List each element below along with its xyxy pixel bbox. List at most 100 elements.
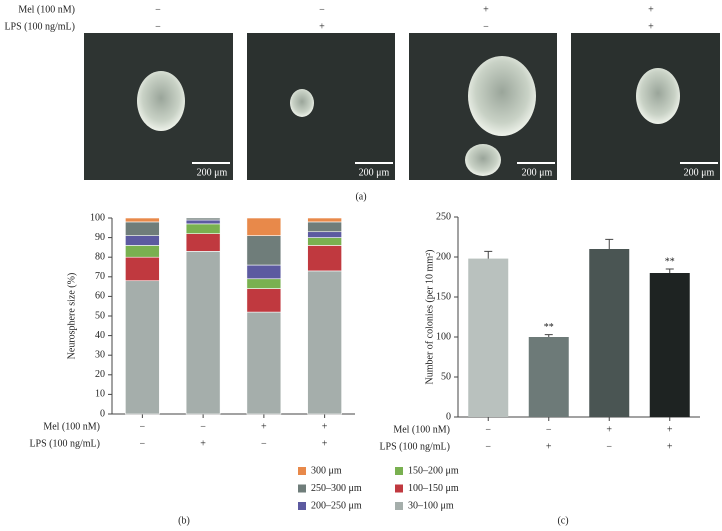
bar-segment	[307, 270, 342, 415]
y-tick-label: 0	[100, 408, 105, 419]
bar-segment	[185, 217, 221, 221]
bar-segment	[307, 221, 342, 233]
y-tick-label: 100	[90, 212, 105, 223]
scale-label: 200 μm	[522, 167, 553, 178]
x-row-value: +	[667, 441, 673, 452]
bar-segment	[185, 219, 221, 225]
legend-label: 200–250 μm	[311, 500, 362, 511]
bar-segment	[125, 280, 160, 415]
y-tick-label: 100	[436, 331, 451, 342]
scale-label: 200 μm	[197, 167, 228, 178]
y-tick-label: 150	[436, 291, 451, 302]
y-tick-label: 200	[436, 251, 451, 262]
legend-swatch	[298, 502, 306, 510]
legend-swatch	[395, 467, 403, 475]
bar-segment	[246, 264, 282, 280]
x-row-value: +	[322, 438, 328, 449]
y-tick-label: 70	[95, 271, 105, 282]
significance: **	[665, 256, 675, 267]
bar-segment	[185, 251, 221, 415]
bar	[528, 337, 569, 417]
treatment-value: +	[648, 4, 654, 15]
x-row-value: +	[667, 424, 673, 435]
bar-segment	[307, 237, 342, 246]
y-axis-label: Neurosphere size (%)	[66, 273, 77, 360]
legend-swatch	[298, 467, 306, 475]
bar-segment	[125, 221, 160, 236]
x-row-value: +	[606, 424, 612, 435]
y-tick-label: 90	[95, 232, 105, 243]
bar	[649, 273, 690, 417]
scale-label: 200 μm	[359, 167, 390, 178]
treatment-label: LPS (100 ng/mL)	[4, 21, 75, 32]
scale-label: 200 μm	[684, 167, 715, 178]
bar-segment	[246, 235, 282, 266]
x-row-label: LPS (100 ng/mL)	[379, 441, 450, 452]
legend-label: 30–100 μm	[408, 500, 454, 511]
y-tick-label: 30	[95, 349, 105, 360]
x-row-value: +	[322, 421, 328, 432]
legend-swatch	[298, 484, 306, 493]
x-row-value: −	[140, 438, 146, 449]
bar-segment	[185, 233, 221, 252]
y-axis-label: Number of colonies (per 10 mm²)	[424, 250, 435, 385]
x-row-label: Mel (100 nM)	[43, 421, 100, 432]
legend-label: 250–300 μm	[311, 483, 362, 494]
x-row-value: −	[485, 424, 491, 435]
treatment-value: +	[483, 4, 489, 15]
treatment-label: Mel (100 nM)	[18, 4, 75, 15]
bar-segment	[185, 223, 221, 234]
error-bar	[484, 250, 493, 259]
bar-segment	[246, 288, 282, 313]
y-tick-label: 0	[446, 411, 451, 422]
y-tick-label: 50	[95, 310, 105, 321]
treatment-value: −	[155, 21, 161, 32]
caption: (b)	[178, 515, 190, 526]
bar-segment	[125, 235, 160, 246]
error-bar	[605, 238, 614, 249]
neurosphere	[468, 56, 536, 136]
y-tick-label: 40	[95, 330, 105, 341]
y-tick-label: 10	[95, 389, 105, 400]
treatment-value: −	[483, 21, 489, 32]
x-row-value: −	[546, 424, 552, 435]
neurosphere	[636, 68, 680, 124]
y-tick-label: 50	[441, 371, 451, 382]
bar-segment	[246, 311, 282, 415]
bar	[589, 249, 630, 417]
x-row-value: −	[261, 438, 267, 449]
y-tick-label: 80	[95, 251, 105, 262]
bar-segment	[246, 278, 282, 289]
treatment-value: −	[155, 4, 161, 15]
caption: (a)	[355, 191, 366, 202]
x-row-value: −	[485, 441, 491, 452]
bar-segment	[307, 217, 342, 223]
bar-segment	[307, 231, 342, 238]
neurosphere	[290, 89, 314, 117]
bar-segment	[307, 245, 342, 272]
x-row-label: LPS (100 ng/mL)	[29, 438, 100, 449]
legend-swatch	[395, 502, 403, 510]
bar-segment	[125, 256, 160, 282]
error-bar	[665, 268, 674, 273]
legend-label: 150–200 μm	[408, 465, 459, 476]
x-row-label: Mel (100 nM)	[393, 424, 450, 435]
legend-label: 300 μm	[311, 465, 342, 476]
significance: **	[544, 322, 554, 333]
y-tick-label: 20	[95, 369, 105, 380]
panel-a: 200 μm 200 μm 200 μm 200 μm (a)	[84, 33, 720, 202]
treatment-value: +	[319, 21, 325, 32]
legend-label: 100–150 μm	[408, 483, 459, 494]
x-row-value: −	[200, 421, 206, 432]
micrograph	[247, 33, 395, 180]
legend-swatch	[395, 484, 403, 493]
treatment-value: −	[319, 4, 325, 15]
bar-segment	[125, 217, 160, 223]
bar-segment	[125, 245, 160, 258]
neurosphere	[137, 71, 185, 131]
neurosphere	[465, 144, 501, 176]
x-row-value: +	[546, 441, 552, 452]
error-bar	[544, 334, 553, 337]
y-tick-label: 250	[436, 211, 451, 222]
